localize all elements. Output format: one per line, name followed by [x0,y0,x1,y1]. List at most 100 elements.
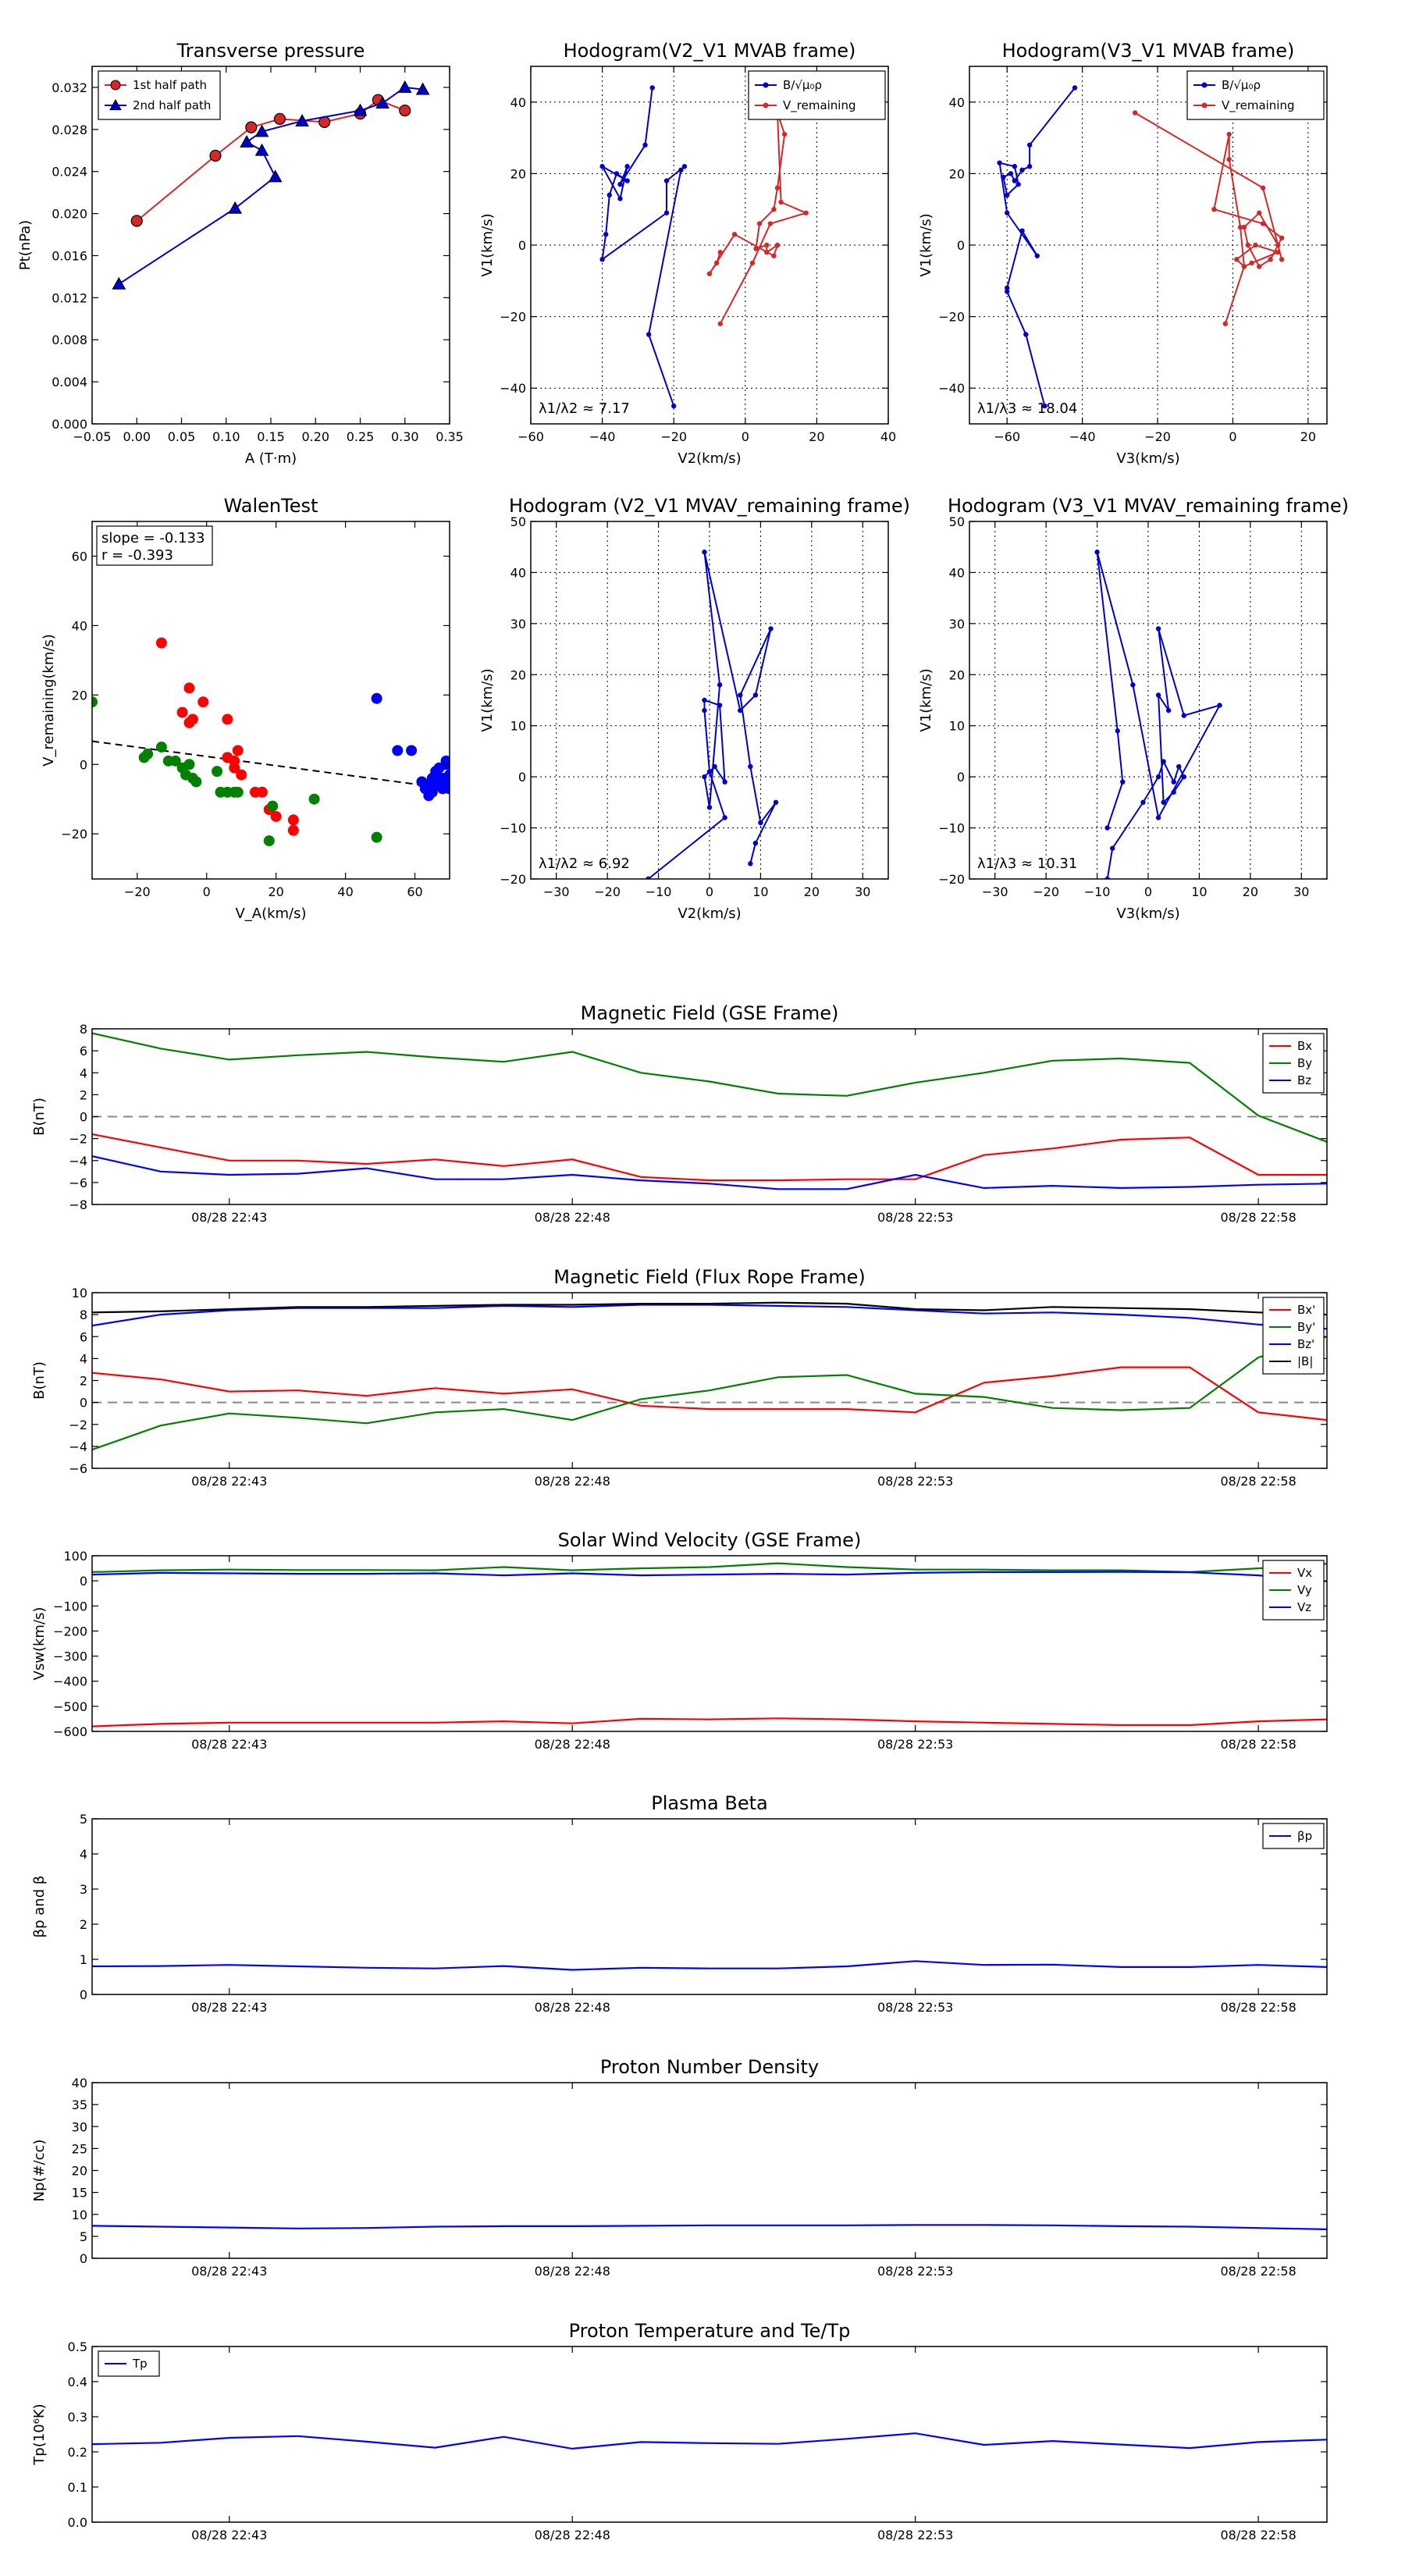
data-point [646,876,651,879]
data-point [1005,289,1010,294]
data-point [663,210,670,215]
y-tick-label: 0 [80,1987,87,2002]
legend: βp [1262,1823,1325,1849]
eigenvalue-ratio-annotation: λ1/λ2 ≈ 6.92 [539,856,630,872]
scatter-point [212,766,223,777]
eigenvalue-ratio-annotation: λ1/λ3 ≈ 10.31 [977,856,1077,872]
y-tick-label: 0 [80,1574,87,1589]
data-point [1104,876,1110,879]
series-line [92,1571,1327,1582]
y-tick-label: −4 [69,1439,87,1454]
scatter-point [430,766,442,777]
data-point [1161,799,1166,806]
legend-label: Tp [132,2357,148,2371]
axes-frame [91,2346,1328,2523]
series-line [92,1301,1327,1316]
eigenvalue-ratio-annotation: λ1/λ2 ≈ 7.17 [539,400,630,417]
x-tick-label: 0.10 [212,429,240,444]
data-point [1023,332,1029,337]
x-tick-label: 08/28 22:53 [877,1474,953,1489]
legend-label: By' [1297,1320,1315,1334]
series-line [1134,112,1283,325]
scatter-point [406,745,418,756]
data-point [617,181,623,187]
series-line [709,112,809,325]
data-point [1171,789,1176,795]
y-tick-label: 20 [510,667,526,682]
chart-bgse: 08/28 22:43 08/28 22:48 08/28 22:53 08/28 2… [31,1002,1328,1225]
series-line [92,1133,1327,1182]
x-tick-label: −10 [1084,884,1111,899]
x-tick-label: −60 [518,429,544,444]
data-point [678,167,684,173]
y-axis-label: V_remaining(km/s) [41,634,57,767]
y-tick-label: −20 [938,872,965,887]
chart-beta: 08/28 22:43 08/28 22:48 08/28 22:53 08/28 2… [31,1792,1328,2015]
legend-label: V_remaining [1222,98,1295,113]
y-tick-label: 0.3 [68,2410,87,2425]
scatter-point [308,793,320,805]
data-point [722,815,727,820]
x-axis-label: A (T·m) [245,450,297,467]
x-tick-label: 20 [804,884,820,899]
y-tick-label: 0.020 [52,207,87,222]
scatter-point [142,748,154,760]
data-point [1005,192,1010,198]
data-point [702,707,707,713]
y-tick-label: −2 [69,1418,87,1432]
x-tick-label: −20 [594,884,621,899]
y-tick-label: −500 [53,1699,87,1714]
x-tick-label: 08/28 22:58 [1220,2264,1296,2279]
data-point [706,769,713,774]
scatter-point [155,742,167,753]
data-point [1249,260,1254,266]
data-point [681,164,688,169]
legend-label: By [1297,1056,1312,1070]
legend: Bx' By' Bz' |B| [1262,1297,1325,1375]
y-tick-label: 0.032 [52,80,87,95]
data-point [130,215,143,227]
series-line [92,1304,1327,1330]
data-point [1241,264,1247,269]
chart-title: Solar Wind Velocity (GSE Frame) [558,1529,862,1551]
data-point [295,114,309,126]
y-tick-label: 50 [949,514,965,529]
scatter-point [187,713,198,725]
y-tick-label: 0.0 [68,2515,87,2530]
x-tick-label: 30 [855,884,870,899]
x-tick-label: 0.15 [257,429,285,444]
axes-frame [91,1555,1328,1732]
legend: Tp [98,2350,160,2377]
y-tick-label: −300 [53,1649,87,1664]
chart-title: Proton Number Density [600,2056,819,2078]
data-point [1042,403,1048,409]
legend: 1st half path 2nd half path [98,70,221,120]
scatter-point [423,790,435,802]
scatter-point [222,713,233,725]
x-tick-label: 40 [337,884,353,899]
x-tick-label: −20 [124,884,151,899]
y-tick-label: 10 [72,2208,87,2222]
x-tick-label: −10 [646,884,672,899]
x-tick-label: 08/28 22:53 [877,1210,953,1225]
data-point [1034,253,1040,258]
data-point [1161,759,1166,764]
series-line [1096,552,1222,879]
y-tick-label: −10 [938,821,965,836]
data-point [614,171,620,176]
data-point [1241,224,1247,230]
data-point [1260,185,1266,190]
legend-box [98,70,221,120]
x-tick-label: 0.30 [391,429,419,444]
legend: B/√μ₀ρ V_remaining [1186,70,1325,120]
x-tick-label: 08/28 22:58 [1220,1474,1296,1489]
chart-walen: −20 0 20 40 60 −20 0 20 40 60 WalenTest V_A(km/s) V_… [41,495,450,922]
chart-title: Proton Temperature and Te/Tp [569,2320,851,2342]
series-line [92,1155,1327,1190]
y-tick-label: 20 [510,166,526,181]
data-point [748,763,753,770]
data-point [764,242,770,248]
regression-line [92,740,450,790]
y-tick-label: 10 [72,1286,87,1300]
